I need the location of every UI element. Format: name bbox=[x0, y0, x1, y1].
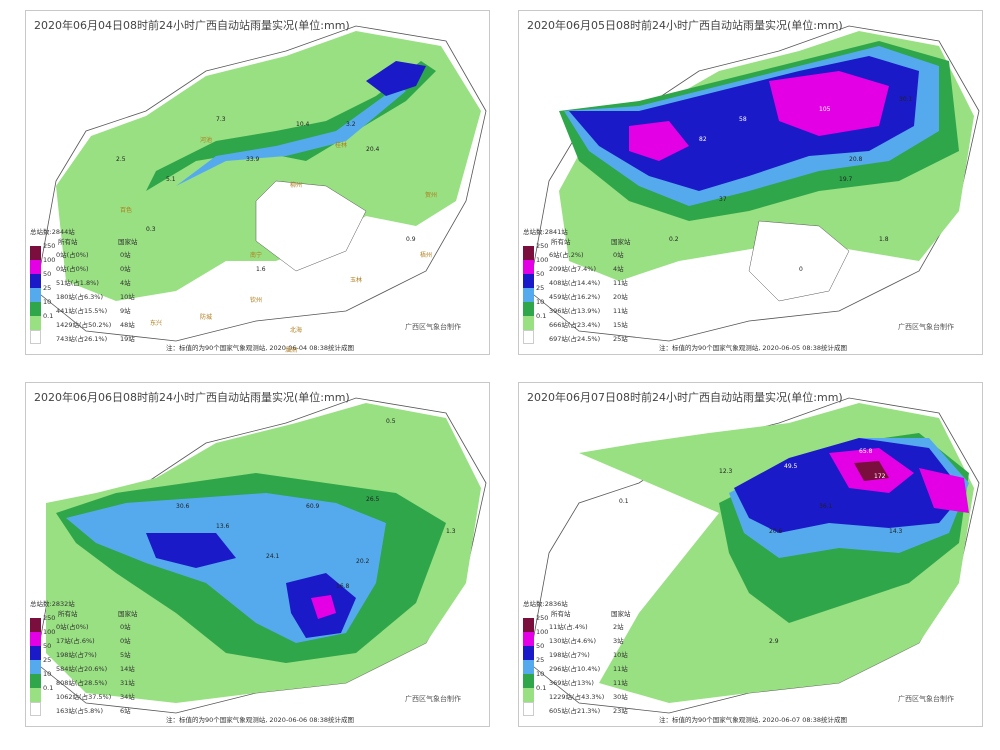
station-value: 65.8 bbox=[859, 448, 873, 455]
station-value: 3.2 bbox=[346, 121, 356, 128]
station-value: 26.5 bbox=[366, 496, 380, 503]
station-value: 20.2 bbox=[356, 558, 370, 565]
region-extreme-rain bbox=[311, 595, 336, 619]
legend-header-all: 所有站 bbox=[58, 610, 78, 618]
station-value: 19.7 bbox=[839, 176, 853, 183]
station-value: 60.9 bbox=[306, 503, 320, 510]
station-value: 172 bbox=[874, 473, 886, 480]
station-value: 16.8 bbox=[336, 583, 350, 590]
region-torrential-rain-2 bbox=[146, 533, 236, 568]
station-value: 2.9 bbox=[769, 638, 779, 645]
city-label: 东兴 bbox=[150, 320, 163, 327]
panel-0607: 65.8 49.5 172 20.6 36.1 14.3 12.3 0.1 2.… bbox=[518, 382, 983, 727]
rain-map: 20.2 60.9 26.5 13.6 24.1 30.6 16.8 0.5 1… bbox=[35, 397, 487, 714]
station-value: 10.4 bbox=[296, 121, 310, 128]
legend-header-all: 所有站 bbox=[58, 238, 78, 246]
credit: 广西区气象台制作 bbox=[898, 323, 954, 331]
legend-header-nat: 国家站 bbox=[611, 610, 631, 618]
station-value: 1.6 bbox=[256, 266, 266, 273]
station-value: 5.1 bbox=[166, 176, 176, 183]
station-value: 2.5 bbox=[116, 156, 126, 163]
city-label: 涠洲 bbox=[285, 347, 298, 354]
station-value: 14.3 bbox=[889, 528, 903, 535]
panel-title: 2020年06月04日08时前24小时广西自动站雨量实况(单位:mm) bbox=[34, 19, 350, 32]
station-value: 0.9 bbox=[406, 236, 416, 243]
credit: 广西区气象台制作 bbox=[898, 695, 954, 703]
city-label: 玉林 bbox=[350, 277, 363, 284]
city-label: 河池 bbox=[200, 137, 213, 144]
city-label: 百色 bbox=[120, 207, 133, 214]
station-value: 20.6 bbox=[769, 528, 783, 535]
panel-0604: 33.9 20.4 10.4 5.1 7.3 0.3 2.5 1.6 3.2 0… bbox=[25, 10, 490, 355]
station-value: 1.8 bbox=[879, 236, 889, 243]
station-value: 37 bbox=[719, 196, 727, 203]
credit: 广西区气象台制作 bbox=[405, 695, 461, 703]
city-label: 桂林 bbox=[335, 142, 348, 149]
panel-0606: 20.2 60.9 26.5 13.6 24.1 30.6 16.8 0.5 1… bbox=[25, 382, 490, 727]
station-value: 0.2 bbox=[669, 236, 679, 243]
legend-total: 总站数:2844站 bbox=[30, 228, 75, 236]
footnote: 注：标值的为90个国家气象观测站, 2020-06-07 08:38统计成图 bbox=[659, 716, 847, 724]
station-value: 82 bbox=[699, 136, 707, 143]
legend-total: 总站数:2832站 bbox=[30, 600, 75, 608]
panel-title: 2020年06月06日08时前24小时广西自动站雨量实况(单位:mm) bbox=[34, 391, 350, 404]
station-value: 0.3 bbox=[146, 226, 156, 233]
station-value: 30.1 bbox=[899, 96, 913, 103]
legend-header-nat: 国家站 bbox=[118, 238, 138, 246]
region-heavy-rain-2 bbox=[366, 61, 426, 96]
station-value: 36.1 bbox=[819, 503, 833, 510]
station-value: 58 bbox=[739, 116, 747, 123]
station-value: 13.6 bbox=[216, 523, 230, 530]
legend-header-all: 所有站 bbox=[551, 238, 571, 246]
panel-title: 2020年06月07日08时前24小时广西自动站雨量实况(单位:mm) bbox=[527, 391, 843, 404]
region-rainless-south bbox=[748, 220, 850, 302]
region-extreme-rain-2 bbox=[919, 468, 969, 513]
rain-map: 82 105 58 30.1 20.8 37 19.7 1.8 0 0.2 bbox=[528, 25, 980, 342]
panel-title: 2020年06月05日08时前24小时广西自动站雨量实况(单位:mm) bbox=[527, 19, 843, 32]
footnote: 注：标值的为90个国家气象观测站, 2020-06-05 08:38统计成图 bbox=[659, 344, 847, 352]
city-label: 钦州 bbox=[250, 297, 263, 304]
station-value: 12.3 bbox=[719, 468, 733, 475]
footnote: 注：标值的为90个国家气象观测站, 2020-06-06 08:38统计成图 bbox=[166, 716, 354, 724]
station-value: 1.3 bbox=[446, 528, 456, 535]
region-extreme-rain-3 bbox=[854, 461, 889, 481]
credit: 广西区气象台制作 bbox=[405, 323, 461, 331]
legend-header-nat: 国家站 bbox=[611, 238, 631, 246]
station-value: 49.5 bbox=[784, 463, 798, 470]
station-value: 30.6 bbox=[176, 503, 190, 510]
city-label: 北海 bbox=[290, 327, 303, 334]
station-value: 0 bbox=[799, 266, 803, 273]
station-value: 24.1 bbox=[266, 553, 280, 560]
city-label: 梧州 bbox=[420, 252, 433, 259]
region-rainless-south bbox=[255, 180, 367, 272]
legend-header-all: 所有站 bbox=[551, 610, 571, 618]
station-value: 20.4 bbox=[366, 146, 380, 153]
rain-map: 65.8 49.5 172 20.6 36.1 14.3 12.3 0.1 2.… bbox=[528, 397, 980, 714]
station-value: 33.9 bbox=[246, 156, 260, 163]
station-value: 0.5 bbox=[386, 418, 396, 425]
footnote: 注：标值的为90个国家气象观测站, 2020-06-04 08:38统计成图 bbox=[166, 344, 354, 352]
rain-map: 33.9 20.4 10.4 5.1 7.3 0.3 2.5 1.6 3.2 0… bbox=[35, 25, 487, 342]
station-value: 7.3 bbox=[216, 116, 226, 123]
region-extreme-rain bbox=[769, 71, 889, 136]
panel-0605: 82 105 58 30.1 20.8 37 19.7 1.8 0 0.2 20… bbox=[518, 10, 983, 355]
station-value: 105 bbox=[819, 106, 831, 113]
station-value: 20.8 bbox=[849, 156, 863, 163]
city-label: 防城 bbox=[200, 314, 213, 321]
legend-total: 总站数:2836站 bbox=[523, 600, 568, 608]
legend-total: 总站数:2841站 bbox=[523, 228, 568, 236]
city-label: 柳州 bbox=[290, 182, 303, 189]
legend-header-nat: 国家站 bbox=[118, 610, 138, 618]
city-label: 贺州 bbox=[425, 192, 438, 199]
city-label: 南宁 bbox=[250, 252, 263, 259]
station-value: 0.1 bbox=[619, 498, 629, 505]
region-extreme-rain-2 bbox=[629, 121, 689, 161]
